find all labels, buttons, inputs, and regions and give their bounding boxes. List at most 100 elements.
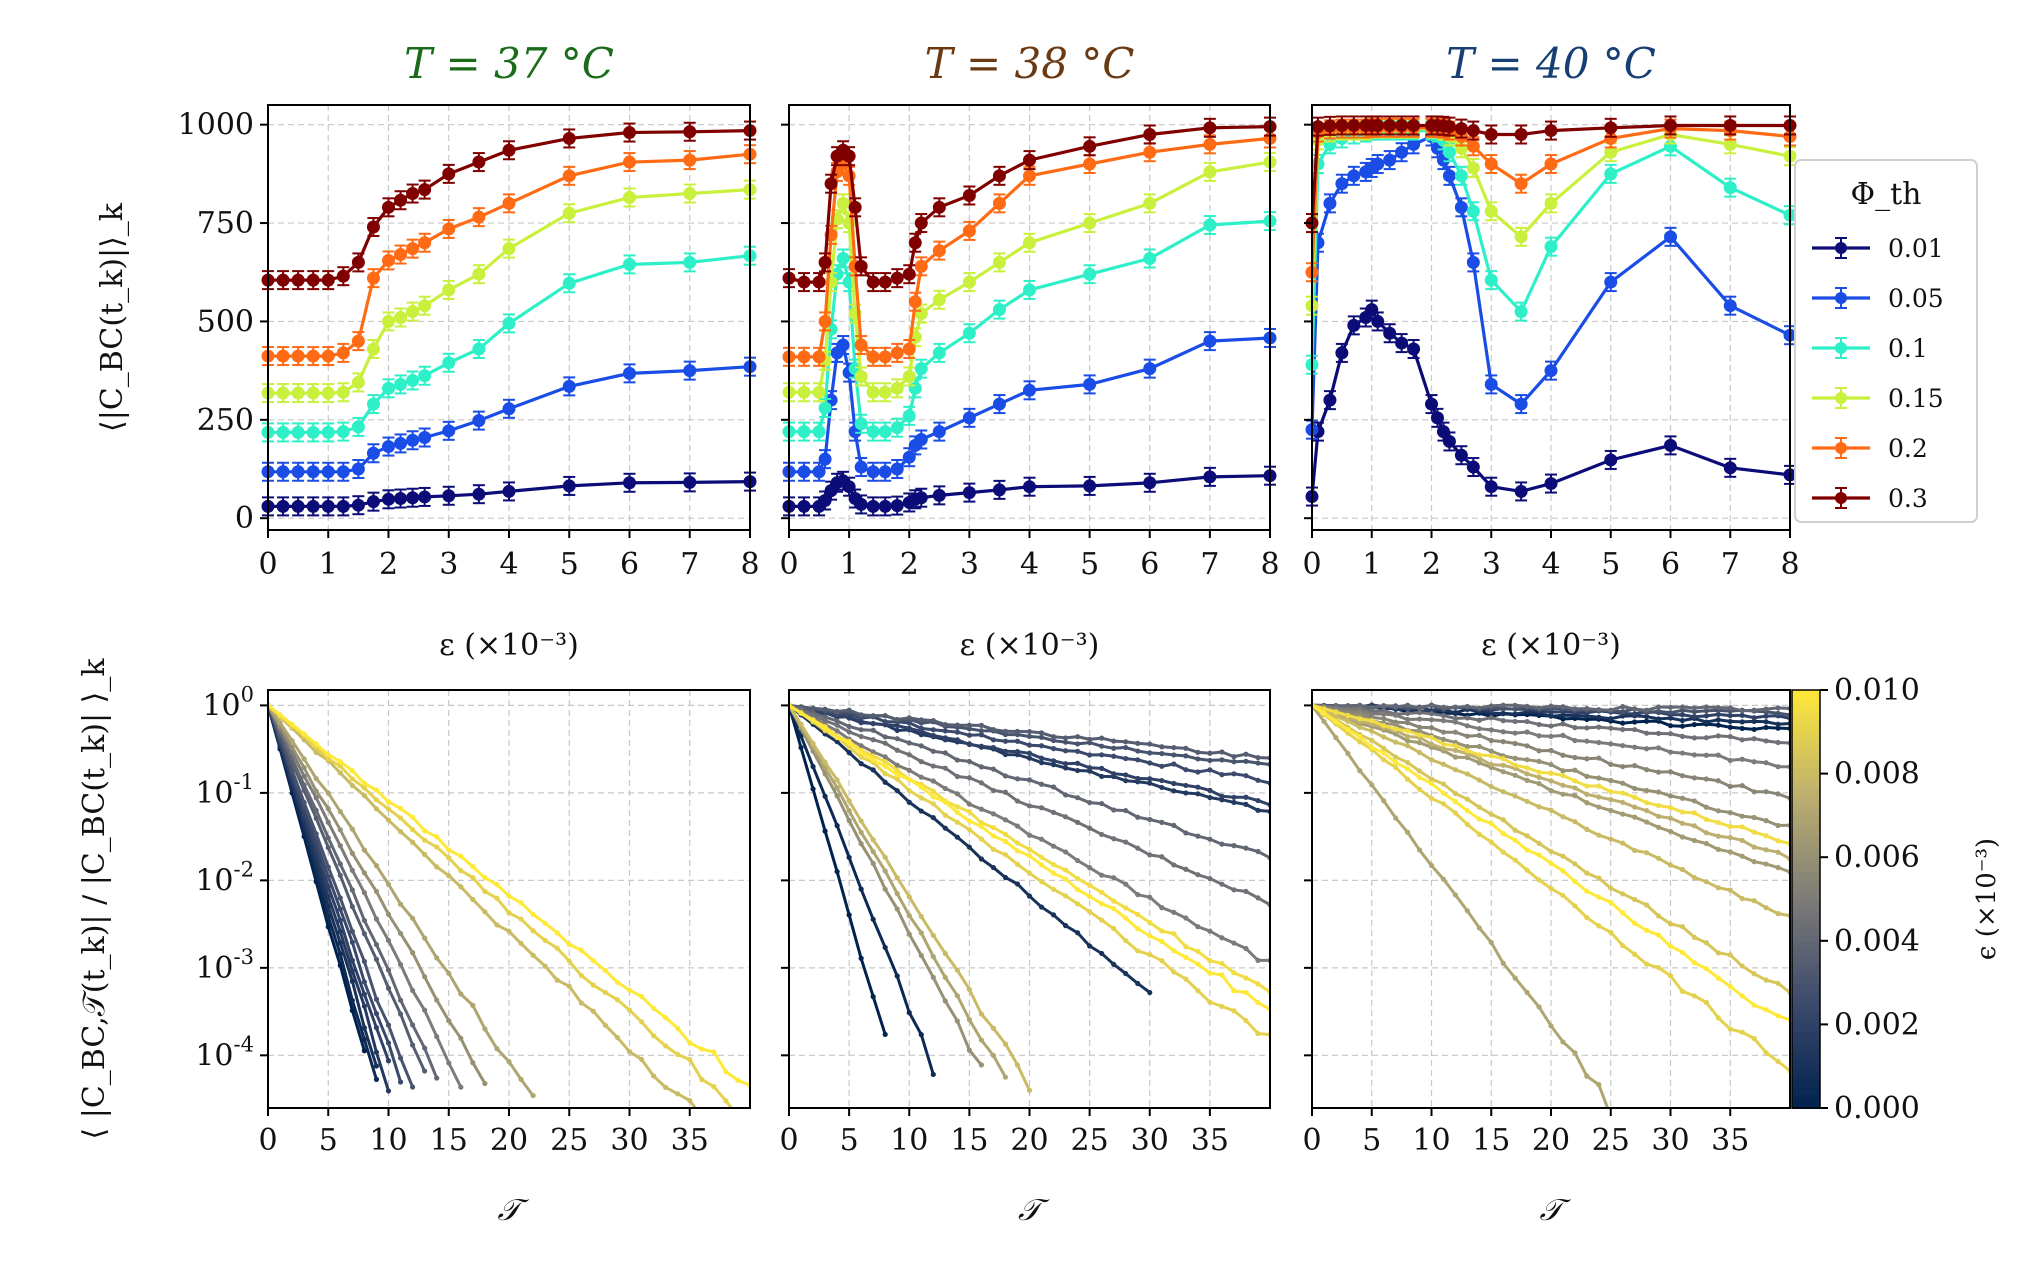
legend: Φ_th0.010.050.10.150.20.3 [1794,159,1978,523]
decay-point [1050,886,1057,892]
decay-point [1500,756,1506,762]
x-tick-label: 15 [430,1123,468,1158]
decay-point [966,818,972,824]
decay-point [1452,729,1458,735]
decay-point [1524,765,1530,771]
decay-point [1536,877,1542,883]
decay-point [651,1005,657,1012]
decay-point [1099,831,1105,838]
decay-point [1596,832,1602,838]
decay-point [1345,718,1351,724]
decay-point [1536,705,1542,711]
decay-point [482,1026,488,1032]
data-point [394,492,408,506]
decay-point [1763,905,1769,911]
data-point [1484,273,1498,287]
decay-point [846,740,852,746]
decay-point [1500,729,1506,735]
bottom-panel-3: 0 5 10 15 20 25 30 35𝒯 [1302,690,1790,1228]
decay-point [1087,752,1093,758]
decay-point [626,1049,633,1055]
decay-point [1440,781,1447,787]
x-tick-label: 10 [1412,1123,1450,1158]
data-point [306,499,320,513]
decay-point [1369,717,1375,724]
decay-point [822,706,828,712]
decay-point [518,940,524,947]
decay-point [1775,980,1781,986]
decay-point [373,1025,380,1031]
decay-point [894,973,900,979]
decay-point [1500,718,1506,724]
decay-point [530,1092,536,1099]
decay-point [325,806,331,812]
decay-point [1775,911,1781,917]
decay-point [458,868,464,874]
decay-point [434,997,440,1003]
decay-point [470,1002,476,1008]
decay-point [1014,881,1021,887]
decay-point [337,758,343,765]
data-point [992,303,1006,317]
decay-point [1219,793,1225,799]
x-axis-label: 𝒯 [498,1193,530,1228]
decay-point [470,1060,476,1066]
decay-point [1195,791,1201,797]
data-point [366,495,380,509]
decay-point [626,987,633,993]
colorbar-segment [1792,717,1820,726]
top-panel-3: 0 1 2 3 4 5 6 7 8T = 40 °Cε (×10⁻³) [1302,39,1799,663]
data-point [797,425,811,439]
colorbar-segment [1792,780,1820,789]
decay-point [1644,850,1650,856]
decay-point [822,714,828,720]
decay-point [870,737,876,743]
decay-point [422,851,428,858]
decay-point [1111,875,1117,881]
decay-point [1560,868,1566,874]
decay-point [1207,958,1213,964]
decay-point [1381,723,1387,729]
data-point [962,411,976,425]
data-point [848,200,862,214]
decay-point [1062,867,1069,873]
decay-curves [268,702,750,1108]
decay-point [882,854,888,860]
decay-point [1727,718,1733,725]
y-tick-label: 250 [197,403,254,438]
data-point [472,210,486,224]
colorbar-tick-label: 0.010 [1834,673,1920,708]
decay-point [978,823,985,830]
data-point [1604,131,1618,145]
legend-marker [1835,292,1847,304]
decay-point [1584,725,1590,731]
decay-point [361,780,367,787]
decay-point [882,763,888,769]
data-point [442,222,456,236]
data-point [406,187,420,201]
decay-point [422,828,428,834]
data-point [623,366,636,380]
x-tick-label: 8 [740,547,759,582]
decay-point [894,762,900,768]
decay-point [373,797,380,803]
data-point [623,126,636,140]
colorbar-segment [1792,787,1820,796]
decay-point [1099,800,1105,807]
decay-point [882,868,888,874]
legend-marker [1835,442,1847,454]
data-point [1466,124,1480,138]
data-point [683,364,697,378]
data-point [1514,128,1528,142]
colorbar-segment [1792,1010,1820,1019]
decay-point [918,784,924,790]
colorbar-segment [1792,808,1820,817]
data-point [1023,283,1036,297]
decay-point [1751,718,1757,724]
decay-point [990,1052,997,1059]
decay-point [1667,973,1674,979]
decay-point [542,920,548,926]
decay-point [361,931,367,937]
decay-point [361,792,367,799]
